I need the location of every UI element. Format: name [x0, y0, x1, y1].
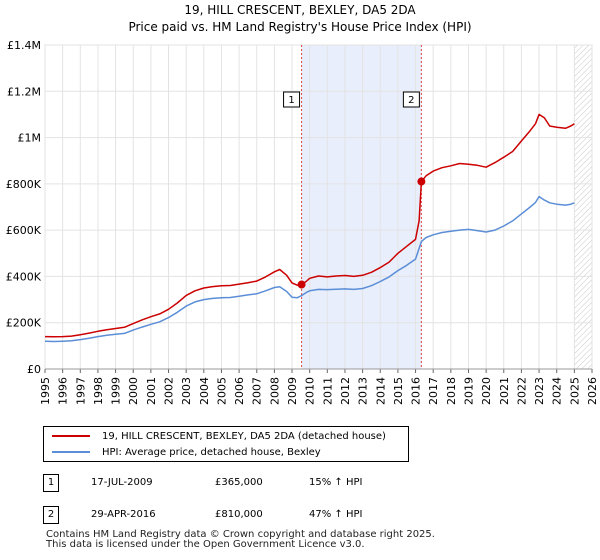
- x-tick-label: 2001: [145, 377, 158, 405]
- y-tick-label: £400K: [6, 270, 42, 283]
- x-tick-label: 2012: [339, 377, 352, 405]
- series-lines: [44, 113, 575, 343]
- transaction-date: 29-APR-2016: [91, 509, 156, 520]
- series-line-property: [44, 113, 575, 338]
- x-tick-label: 2003: [180, 377, 193, 405]
- x-tick-label: 2009: [286, 377, 299, 405]
- x-tick-label: 1998: [92, 377, 105, 405]
- x-tick-label: 2005: [215, 377, 228, 405]
- y-tick-label: £1.4M: [7, 39, 41, 52]
- transaction-marker-dot: [297, 280, 306, 289]
- x-tick-label: 2018: [445, 377, 458, 405]
- y-axis-ticks: £0 £200K £400K £600K £800K £1M £1.2M £1.4M: [6, 39, 42, 376]
- annotation-box: [402, 91, 420, 108]
- x-axis-ticks: 1995 1996 1997 1998 1999 2000 2001 2002 2003 2004…: [39, 369, 599, 405]
- footer-line-licence: This data is licensed under the Open Gov…: [46, 539, 365, 550]
- transaction-price: £365,000: [215, 477, 263, 488]
- x-tick-label: 1999: [110, 377, 123, 405]
- forecast-hatch-region: [574, 45, 592, 369]
- x-tick-label: 2016: [410, 377, 423, 405]
- x-tick-label: 1997: [74, 377, 87, 405]
- transaction-marker-dot: [417, 177, 426, 186]
- transaction-hpi-change: 47% ↑ HPI: [309, 509, 363, 520]
- x-tick-label: 2026: [586, 377, 599, 405]
- chart-subtitle: Price paid vs. HM Land Registry's House …: [128, 20, 472, 34]
- annotation-label: 2: [408, 95, 414, 106]
- y-tick-label: £0: [27, 363, 41, 376]
- transaction-date: 17-JUL-2009: [91, 477, 153, 488]
- y-tick-label: £1M: [18, 132, 42, 145]
- x-tick-label: 1995: [39, 377, 52, 405]
- x-tick-label: 2004: [198, 377, 211, 405]
- legend-swatch-property: [52, 435, 90, 437]
- x-tick-label: 2008: [268, 377, 281, 405]
- x-tick-label: 2014: [374, 377, 387, 405]
- x-tick-label: 2007: [251, 377, 264, 405]
- transaction-hpi-change: 15% ↑ HPI: [309, 477, 363, 488]
- x-tick-label: 2013: [357, 377, 370, 405]
- legend: 19, HILL CRESCENT, BEXLEY, DA5 2DA (deta…: [43, 426, 409, 462]
- x-tick-label: 1996: [57, 377, 70, 405]
- chart-title: 19, HILL CRESCENT, BEXLEY, DA5 2DA: [184, 3, 416, 17]
- transaction-number-badge: 2: [43, 506, 59, 524]
- x-tick-label: 2015: [392, 377, 405, 405]
- x-tick-label: 2019: [462, 377, 475, 405]
- x-tick-label: 2022: [515, 377, 528, 405]
- x-tick-label: 2010: [304, 377, 317, 405]
- transaction-row: 2 29-APR-2016 £810,000 47% ↑ HPI: [43, 506, 543, 524]
- transaction-row: 1 17-JUL-2009 £365,000 15% ↑ HPI: [43, 474, 543, 492]
- legend-item-hpi: HPI: Average price, detached house, Bexl…: [52, 446, 321, 460]
- legend-item-property: 19, HILL CRESCENT, BEXLEY, DA5 2DA (deta…: [52, 430, 386, 444]
- footer-attribution: Contains HM Land Registry data © Crown c…: [46, 530, 435, 550]
- x-tick-label: 2002: [163, 377, 176, 405]
- transaction-number-badge: 1: [43, 474, 59, 492]
- transaction-lines: [301, 45, 422, 369]
- x-tick-label: 2021: [498, 377, 511, 405]
- x-tick-label: 2011: [321, 377, 334, 405]
- annotation-label: 1: [288, 95, 294, 106]
- y-tick-label: £1.2M: [7, 85, 41, 98]
- x-tick-label: 2023: [533, 377, 546, 405]
- annotation-box: [283, 91, 301, 108]
- legend-label-hpi: HPI: Average price, detached house, Bexl…: [102, 447, 321, 458]
- series-line-hpi: [44, 195, 575, 343]
- transaction-price: £810,000: [215, 509, 263, 520]
- x-tick-label: 2020: [480, 377, 493, 405]
- y-tick-label: £800K: [6, 178, 42, 191]
- x-tick-label: 2025: [568, 377, 581, 405]
- x-tick-label: 2017: [427, 377, 440, 405]
- legend-swatch-hpi: [52, 451, 90, 453]
- y-tick-label: £600K: [6, 224, 42, 237]
- x-tick-label: 2006: [233, 377, 246, 405]
- x-tick-label: 2024: [551, 377, 564, 405]
- y-tick-label: £200K: [6, 317, 42, 330]
- ownership-period-shading: [301, 45, 422, 369]
- footer-line-copyright: Contains HM Land Registry data © Crown c…: [46, 529, 435, 540]
- x-tick-label: 2000: [127, 377, 140, 405]
- legend-label-property: 19, HILL CRESCENT, BEXLEY, DA5 2DA (deta…: [102, 431, 386, 442]
